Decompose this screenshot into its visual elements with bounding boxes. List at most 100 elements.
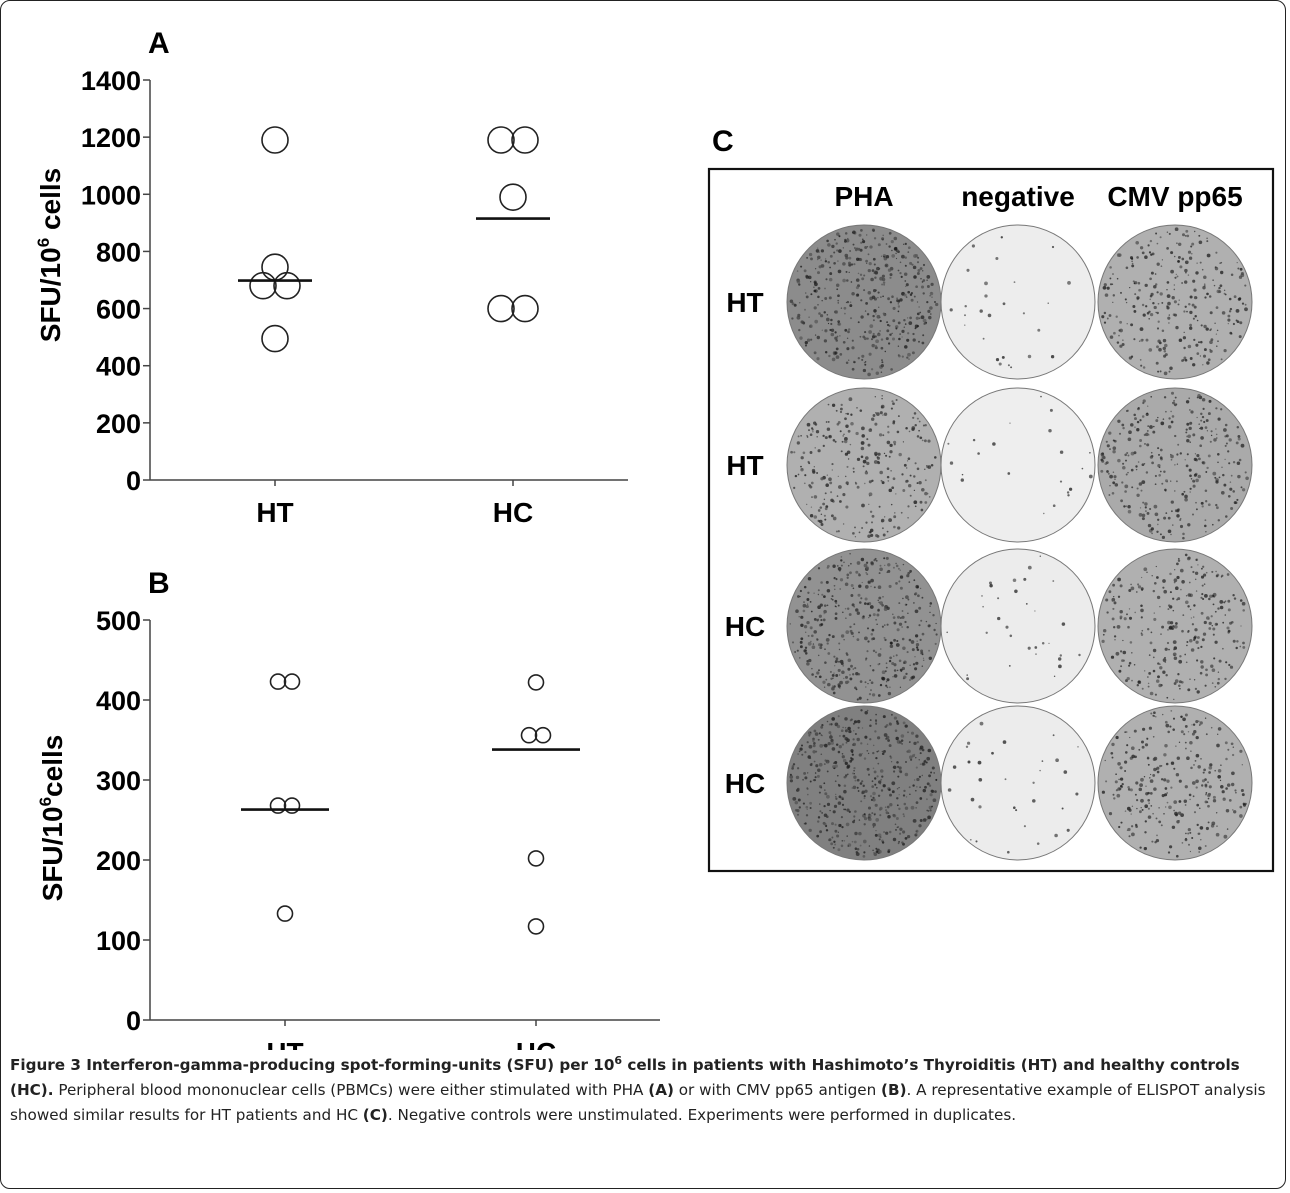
spot bbox=[926, 782, 930, 786]
spot bbox=[1237, 267, 1240, 270]
spot bbox=[897, 321, 901, 325]
spot bbox=[1176, 562, 1179, 566]
spot bbox=[895, 643, 900, 647]
spot bbox=[979, 309, 983, 313]
spot bbox=[931, 766, 935, 770]
spot bbox=[1198, 423, 1200, 425]
spot bbox=[887, 342, 891, 345]
spot bbox=[856, 778, 860, 782]
spot bbox=[1224, 741, 1228, 745]
spot bbox=[913, 602, 915, 604]
spot bbox=[1145, 785, 1147, 787]
spot bbox=[881, 625, 884, 628]
spot bbox=[1216, 623, 1218, 625]
spot bbox=[844, 417, 847, 421]
spot bbox=[1214, 685, 1217, 688]
spot bbox=[1166, 281, 1170, 284]
spot bbox=[793, 486, 796, 490]
spot bbox=[802, 603, 807, 608]
elispot-well bbox=[1097, 224, 1253, 380]
spot bbox=[828, 838, 832, 842]
spot bbox=[1036, 842, 1040, 845]
spot bbox=[898, 580, 901, 583]
spot bbox=[1225, 515, 1228, 518]
spot bbox=[826, 770, 829, 773]
spot bbox=[1176, 854, 1179, 858]
spot bbox=[816, 335, 820, 340]
spot bbox=[850, 281, 853, 283]
spot bbox=[835, 674, 839, 677]
spot bbox=[1212, 795, 1216, 799]
spot bbox=[1109, 335, 1114, 339]
spot bbox=[886, 321, 889, 324]
spot bbox=[1185, 661, 1188, 664]
spot bbox=[1230, 474, 1233, 477]
spot bbox=[1192, 363, 1196, 367]
spot bbox=[834, 616, 838, 620]
spot bbox=[1164, 793, 1168, 797]
spot bbox=[1153, 285, 1157, 289]
spot bbox=[920, 285, 925, 289]
spot bbox=[1187, 344, 1192, 349]
spot bbox=[834, 238, 836, 241]
spot bbox=[1186, 422, 1190, 426]
spot bbox=[1217, 727, 1222, 731]
spot bbox=[831, 717, 836, 721]
spot bbox=[1161, 259, 1164, 261]
spot bbox=[1200, 660, 1204, 664]
spot bbox=[1194, 314, 1197, 318]
spot bbox=[1009, 422, 1011, 424]
spot bbox=[1236, 640, 1239, 643]
spot bbox=[1136, 799, 1139, 802]
spot bbox=[1122, 465, 1126, 470]
spot bbox=[931, 805, 934, 808]
spot bbox=[1173, 800, 1178, 804]
spot bbox=[1104, 293, 1109, 297]
spot bbox=[895, 582, 898, 585]
spot bbox=[858, 584, 862, 588]
spot bbox=[888, 659, 892, 663]
spot bbox=[1140, 576, 1143, 579]
spot bbox=[1117, 577, 1121, 582]
spot bbox=[1139, 846, 1142, 849]
spot bbox=[1163, 396, 1167, 399]
spot bbox=[802, 778, 804, 781]
spot bbox=[1109, 277, 1112, 280]
spot bbox=[1147, 798, 1151, 802]
spot bbox=[1223, 349, 1227, 353]
spot bbox=[832, 677, 834, 679]
spot bbox=[922, 424, 925, 427]
spot bbox=[1216, 506, 1219, 510]
spot bbox=[1233, 501, 1237, 505]
spot bbox=[1189, 798, 1191, 801]
spot bbox=[869, 679, 871, 682]
spot bbox=[1214, 769, 1217, 772]
spot bbox=[887, 569, 891, 573]
spot bbox=[921, 774, 924, 777]
spot bbox=[1237, 297, 1241, 301]
spot bbox=[863, 797, 866, 800]
spot bbox=[1137, 585, 1142, 589]
spot bbox=[1180, 588, 1182, 591]
spot bbox=[912, 784, 915, 787]
spot bbox=[803, 601, 805, 603]
spot bbox=[879, 769, 884, 773]
spot bbox=[834, 780, 837, 783]
spot bbox=[1148, 726, 1152, 730]
spot bbox=[824, 792, 828, 796]
spot bbox=[839, 735, 841, 737]
spot bbox=[1134, 611, 1136, 614]
spot bbox=[1174, 464, 1176, 466]
spot bbox=[875, 847, 878, 850]
y-tick-label: 1000 bbox=[81, 180, 141, 210]
spot bbox=[1198, 234, 1201, 237]
spot bbox=[814, 319, 819, 324]
spot bbox=[832, 439, 836, 442]
spot bbox=[1108, 494, 1111, 496]
spot bbox=[1176, 463, 1179, 465]
spot bbox=[1158, 453, 1160, 456]
spot bbox=[1216, 825, 1218, 827]
spot bbox=[855, 257, 860, 262]
spot bbox=[849, 553, 851, 555]
spot bbox=[1219, 600, 1224, 604]
